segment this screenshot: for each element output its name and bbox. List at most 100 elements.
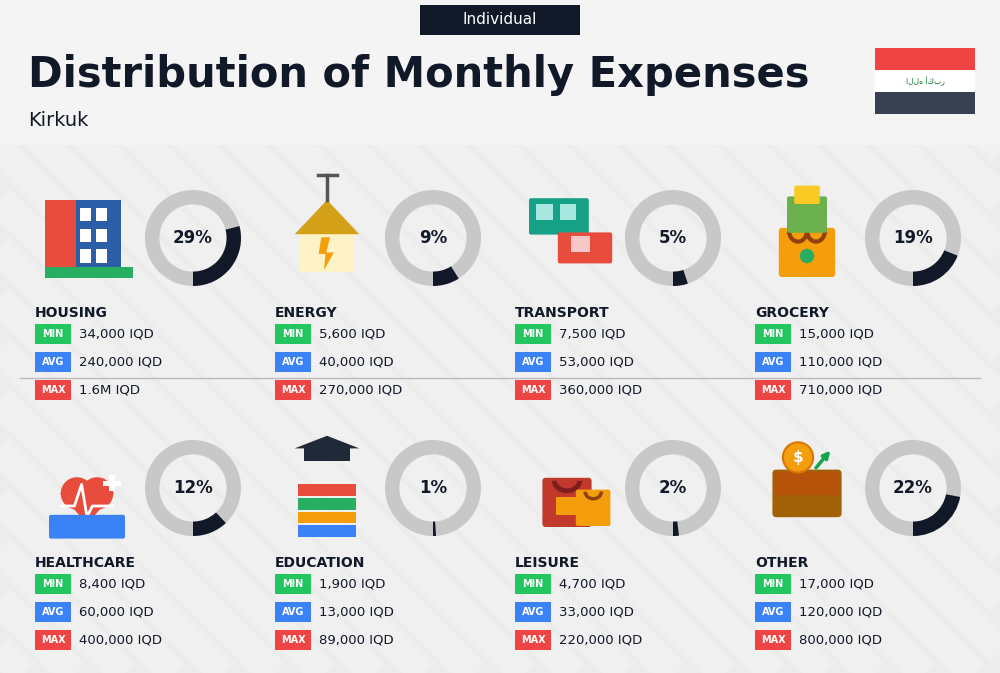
Wedge shape: [433, 267, 459, 286]
FancyBboxPatch shape: [298, 526, 356, 537]
FancyBboxPatch shape: [35, 602, 71, 622]
FancyBboxPatch shape: [35, 574, 71, 594]
Text: EDUCATION: EDUCATION: [275, 556, 365, 570]
Text: AVG: AVG: [762, 607, 784, 617]
FancyBboxPatch shape: [576, 489, 610, 526]
FancyBboxPatch shape: [109, 475, 115, 491]
Wedge shape: [193, 513, 226, 536]
FancyBboxPatch shape: [571, 236, 590, 252]
Polygon shape: [295, 436, 359, 448]
Text: 110,000 IQD: 110,000 IQD: [799, 355, 882, 369]
Text: ENERGY: ENERGY: [275, 306, 338, 320]
FancyBboxPatch shape: [275, 352, 311, 372]
FancyBboxPatch shape: [556, 497, 578, 515]
FancyBboxPatch shape: [96, 207, 107, 221]
FancyBboxPatch shape: [96, 229, 107, 242]
Text: 2%: 2%: [659, 479, 687, 497]
FancyBboxPatch shape: [558, 232, 612, 263]
FancyBboxPatch shape: [787, 197, 827, 233]
Polygon shape: [319, 238, 334, 271]
Text: الله أكبر: الله أكبر: [906, 76, 944, 86]
Wedge shape: [625, 190, 721, 286]
Text: 800,000 IQD: 800,000 IQD: [799, 633, 882, 647]
Text: 220,000 IQD: 220,000 IQD: [559, 633, 642, 647]
FancyBboxPatch shape: [298, 498, 356, 509]
FancyBboxPatch shape: [779, 227, 835, 277]
Text: 710,000 IQD: 710,000 IQD: [799, 384, 882, 396]
FancyBboxPatch shape: [560, 204, 576, 220]
Text: MAX: MAX: [521, 635, 545, 645]
Circle shape: [783, 442, 813, 472]
Text: MIN: MIN: [282, 579, 304, 589]
Text: OTHER: OTHER: [755, 556, 808, 570]
FancyBboxPatch shape: [875, 48, 975, 70]
Text: MIN: MIN: [42, 329, 64, 339]
FancyBboxPatch shape: [515, 324, 551, 344]
Text: AVG: AVG: [522, 357, 544, 367]
Text: 29%: 29%: [173, 229, 213, 247]
Text: HEALTHCARE: HEALTHCARE: [35, 556, 136, 570]
Text: 34,000 IQD: 34,000 IQD: [79, 328, 154, 341]
Wedge shape: [865, 440, 961, 536]
FancyBboxPatch shape: [103, 481, 121, 486]
Circle shape: [61, 477, 93, 509]
Text: 1.6M IQD: 1.6M IQD: [79, 384, 140, 396]
FancyBboxPatch shape: [542, 478, 592, 527]
Text: 270,000 IQD: 270,000 IQD: [319, 384, 402, 396]
Text: MAX: MAX: [41, 635, 65, 645]
Text: AVG: AVG: [282, 357, 304, 367]
FancyBboxPatch shape: [772, 470, 842, 517]
Text: MAX: MAX: [761, 385, 785, 395]
FancyBboxPatch shape: [80, 207, 91, 221]
Wedge shape: [385, 190, 481, 286]
Text: 53,000 IQD: 53,000 IQD: [559, 355, 634, 369]
FancyBboxPatch shape: [755, 324, 791, 344]
Wedge shape: [625, 440, 721, 536]
Text: 8,400 IQD: 8,400 IQD: [79, 577, 145, 590]
Text: 120,000 IQD: 120,000 IQD: [799, 606, 882, 618]
Text: AVG: AVG: [282, 607, 304, 617]
Wedge shape: [673, 270, 688, 286]
FancyBboxPatch shape: [35, 324, 71, 344]
Polygon shape: [60, 493, 114, 524]
FancyBboxPatch shape: [515, 352, 551, 372]
FancyBboxPatch shape: [755, 352, 791, 372]
FancyBboxPatch shape: [755, 380, 791, 400]
Text: 5%: 5%: [659, 229, 687, 247]
Text: 15,000 IQD: 15,000 IQD: [799, 328, 874, 341]
Text: Individual: Individual: [463, 13, 537, 28]
Text: GROCERY: GROCERY: [755, 306, 829, 320]
Wedge shape: [145, 440, 241, 536]
FancyBboxPatch shape: [515, 630, 551, 650]
FancyBboxPatch shape: [80, 250, 91, 262]
FancyBboxPatch shape: [755, 602, 791, 622]
Text: HOUSING: HOUSING: [35, 306, 108, 320]
Text: 89,000 IQD: 89,000 IQD: [319, 633, 394, 647]
FancyBboxPatch shape: [515, 380, 551, 400]
Text: 5,600 IQD: 5,600 IQD: [319, 328, 385, 341]
FancyBboxPatch shape: [96, 250, 107, 262]
Text: MAX: MAX: [281, 385, 305, 395]
Wedge shape: [193, 226, 241, 286]
FancyBboxPatch shape: [275, 574, 311, 594]
FancyBboxPatch shape: [35, 352, 71, 372]
FancyBboxPatch shape: [875, 70, 975, 92]
Wedge shape: [865, 190, 961, 286]
FancyBboxPatch shape: [515, 574, 551, 594]
FancyBboxPatch shape: [275, 630, 311, 650]
Text: AVG: AVG: [762, 357, 784, 367]
Text: 4,700 IQD: 4,700 IQD: [559, 577, 625, 590]
FancyBboxPatch shape: [794, 186, 820, 204]
Text: 7,500 IQD: 7,500 IQD: [559, 328, 626, 341]
Polygon shape: [295, 200, 359, 234]
Text: 1,900 IQD: 1,900 IQD: [319, 577, 385, 590]
FancyBboxPatch shape: [304, 448, 350, 461]
Wedge shape: [913, 250, 958, 286]
FancyBboxPatch shape: [80, 229, 91, 242]
FancyBboxPatch shape: [755, 630, 791, 650]
Text: 60,000 IQD: 60,000 IQD: [79, 606, 154, 618]
Text: 22%: 22%: [893, 479, 933, 497]
Wedge shape: [673, 522, 679, 536]
Text: MIN: MIN: [282, 329, 304, 339]
Text: 13,000 IQD: 13,000 IQD: [319, 606, 394, 618]
